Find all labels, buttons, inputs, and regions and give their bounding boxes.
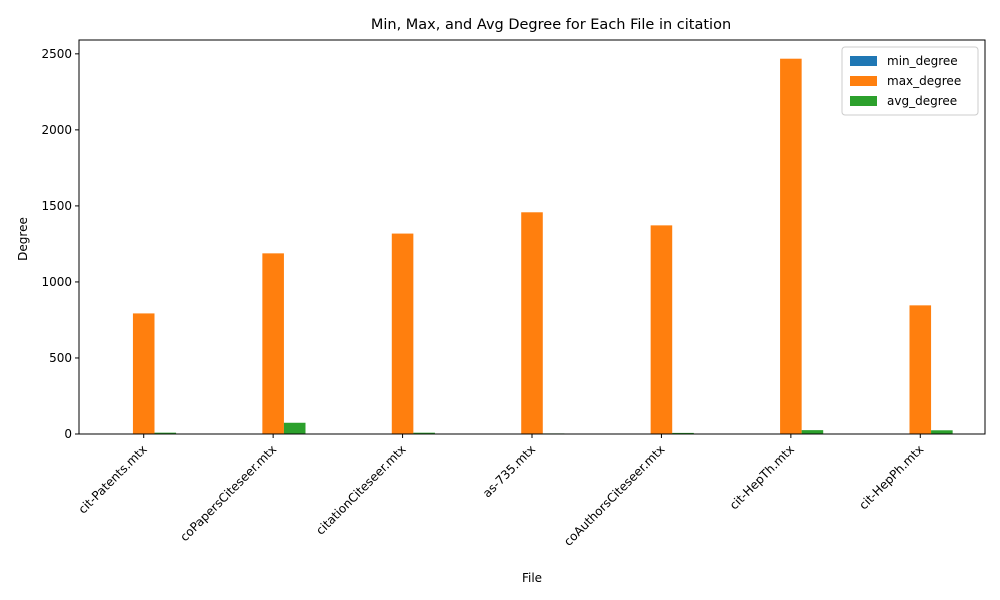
bar-max_degree-6 [909, 305, 932, 434]
y-tick-label-5: 2500 [41, 47, 72, 61]
bar-max_degree-3 [521, 212, 543, 434]
x-axis-label: File [522, 571, 542, 585]
plot-frame [78, 39, 986, 435]
bar-max_degree-5 [780, 58, 802, 434]
bars-group [111, 58, 953, 434]
bar-avg_degree-1 [283, 422, 306, 434]
y-tick-label-1: 500 [49, 351, 72, 365]
bar-max_degree-1 [262, 253, 284, 434]
y-tick-label-4: 2000 [41, 123, 72, 137]
y-axis-label: Degree [16, 217, 30, 261]
legend-label-avg_degree: avg_degree [887, 94, 957, 108]
bar-max_degree-2 [391, 233, 414, 434]
y-tick-label-0: 0 [64, 427, 72, 441]
legend-swatch-min_degree [850, 56, 877, 66]
legend-swatch-max_degree [850, 76, 877, 86]
y-tick-label-3: 1500 [41, 199, 72, 213]
bar-max_degree-0 [132, 313, 155, 434]
bar-max_degree-4 [650, 225, 673, 434]
chart-title: Min, Max, and Avg Degree for Each File i… [371, 17, 731, 33]
y-tick-label-2: 1000 [41, 275, 72, 289]
bar-avg_degree-6 [931, 430, 953, 434]
legend: min_degree max_degree avg_degree [841, 46, 979, 116]
bar-avg_degree-0 [154, 432, 177, 434]
legend-label-max_degree: max_degree [887, 74, 961, 88]
bar-avg_degree-4 [672, 432, 694, 434]
bar-avg_degree-5 [801, 430, 824, 434]
bar-avg_degree-2 [413, 432, 435, 434]
legend-label-min_degree: min_degree [887, 54, 958, 68]
y-axis-ticks: 0 500 1000 1500 2000 2500 [41, 47, 79, 441]
legend-swatch-avg_degree [850, 96, 877, 106]
